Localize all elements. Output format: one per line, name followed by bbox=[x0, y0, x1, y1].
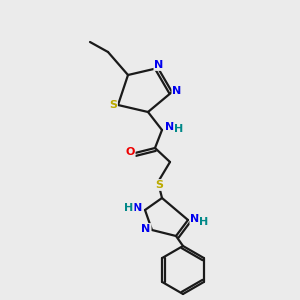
Text: N: N bbox=[165, 122, 175, 132]
Text: N: N bbox=[154, 60, 164, 70]
Text: H: H bbox=[200, 217, 208, 227]
Text: H: H bbox=[174, 124, 184, 134]
Text: H: H bbox=[124, 203, 134, 213]
Text: O: O bbox=[125, 147, 135, 157]
Text: N: N bbox=[190, 214, 200, 224]
Text: S: S bbox=[109, 100, 117, 110]
Text: N: N bbox=[134, 203, 142, 213]
Text: N: N bbox=[172, 86, 182, 96]
Text: N: N bbox=[141, 224, 151, 234]
Text: S: S bbox=[155, 180, 163, 190]
